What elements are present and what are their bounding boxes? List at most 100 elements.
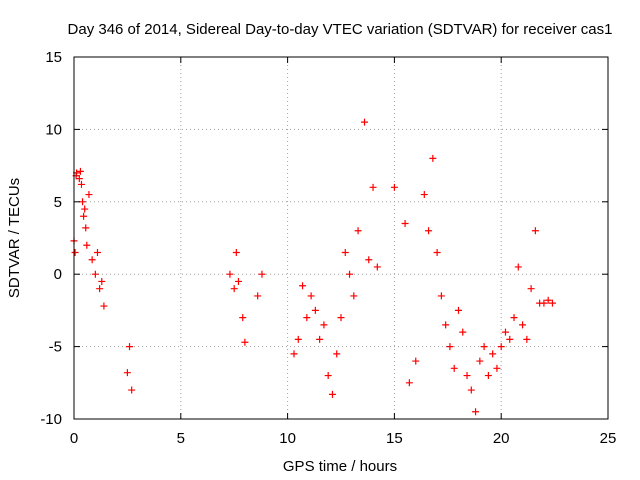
data-point — [307, 292, 315, 300]
data-point — [96, 285, 104, 293]
data-points — [70, 118, 556, 416]
data-point — [459, 328, 467, 336]
data-point — [230, 285, 238, 293]
data-point — [476, 357, 484, 365]
data-point — [100, 302, 108, 310]
data-point — [365, 256, 373, 264]
data-point — [254, 292, 262, 300]
axes: 0 5 10 15 20 25 -10 -5 0 5 10 15 — [40, 49, 616, 447]
data-point — [80, 212, 88, 220]
chart-title: Day 346 of 2014, Sidereal Day-to-day VTE… — [68, 21, 613, 38]
data-point — [93, 248, 101, 256]
x-tick-label: 0 — [70, 430, 78, 447]
x-tick-label: 15 — [386, 430, 403, 447]
data-point — [83, 241, 91, 249]
data-point — [405, 379, 413, 387]
data-point — [76, 167, 84, 175]
data-point — [98, 277, 106, 285]
data-point — [514, 263, 522, 271]
data-point — [497, 343, 505, 351]
data-point — [540, 299, 548, 307]
data-point — [527, 285, 535, 293]
data-point — [232, 248, 240, 256]
data-point — [324, 372, 332, 380]
x-tick-label: 10 — [279, 430, 296, 447]
data-point — [81, 205, 89, 213]
data-point — [320, 321, 328, 329]
data-point — [450, 364, 458, 372]
data-point — [337, 314, 345, 322]
data-point — [354, 227, 362, 235]
grid-lines — [74, 57, 608, 419]
data-point — [328, 390, 336, 398]
data-point — [294, 335, 302, 343]
data-point — [412, 357, 420, 365]
data-point — [420, 191, 428, 199]
data-point — [360, 118, 368, 126]
y-tick-label: -10 — [40, 411, 62, 428]
data-point — [75, 175, 83, 183]
data-point — [234, 277, 242, 285]
data-point — [493, 364, 501, 372]
data-point — [316, 335, 324, 343]
y-tick-label: 5 — [54, 194, 62, 211]
y-tick-label: 15 — [45, 49, 62, 66]
data-point — [290, 350, 298, 358]
data-point — [523, 335, 531, 343]
data-point — [79, 198, 87, 206]
y-tick-label: 0 — [54, 266, 62, 283]
data-point — [369, 183, 377, 191]
data-point — [480, 343, 488, 351]
data-point — [454, 306, 462, 314]
data-point — [437, 292, 445, 300]
data-point — [91, 270, 99, 278]
data-point — [531, 227, 539, 235]
data-point — [390, 183, 398, 191]
data-point — [85, 191, 93, 199]
data-point — [429, 154, 437, 162]
data-point — [128, 386, 136, 394]
data-point — [239, 314, 247, 322]
x-tick-label: 25 — [600, 430, 617, 447]
data-point — [510, 314, 518, 322]
data-point — [77, 180, 85, 188]
data-point — [258, 270, 266, 278]
x-tick-label: 20 — [493, 430, 510, 447]
data-point — [425, 227, 433, 235]
data-point — [442, 321, 450, 329]
y-axis-title: SDTVAR / TECUs — [6, 178, 23, 298]
data-point — [303, 314, 311, 322]
data-point — [241, 338, 249, 346]
data-point — [519, 321, 527, 329]
plot-frame — [73, 56, 609, 420]
data-point — [350, 292, 358, 300]
y-tick-label: -5 — [49, 339, 62, 356]
data-point — [311, 306, 319, 314]
data-point — [544, 296, 552, 304]
data-point — [123, 369, 131, 377]
data-point — [548, 299, 556, 307]
data-point — [88, 256, 96, 264]
data-point — [446, 343, 454, 351]
data-point — [299, 282, 307, 290]
data-point — [433, 248, 441, 256]
data-point — [346, 270, 354, 278]
data-point — [341, 248, 349, 256]
data-point — [489, 350, 497, 358]
data-point — [463, 372, 471, 380]
x-tick-label: 5 — [177, 430, 185, 447]
data-point — [467, 386, 475, 394]
data-point — [401, 220, 409, 228]
data-point — [82, 224, 90, 232]
data-point — [126, 343, 134, 351]
y-tick-label: 10 — [45, 121, 62, 138]
data-point — [484, 372, 492, 380]
data-point — [506, 335, 514, 343]
data-point — [226, 270, 234, 278]
data-point — [501, 328, 509, 336]
data-point — [472, 408, 480, 416]
data-point — [71, 248, 79, 256]
data-point — [373, 263, 381, 271]
x-axis-title: GPS time / hours — [283, 458, 397, 475]
